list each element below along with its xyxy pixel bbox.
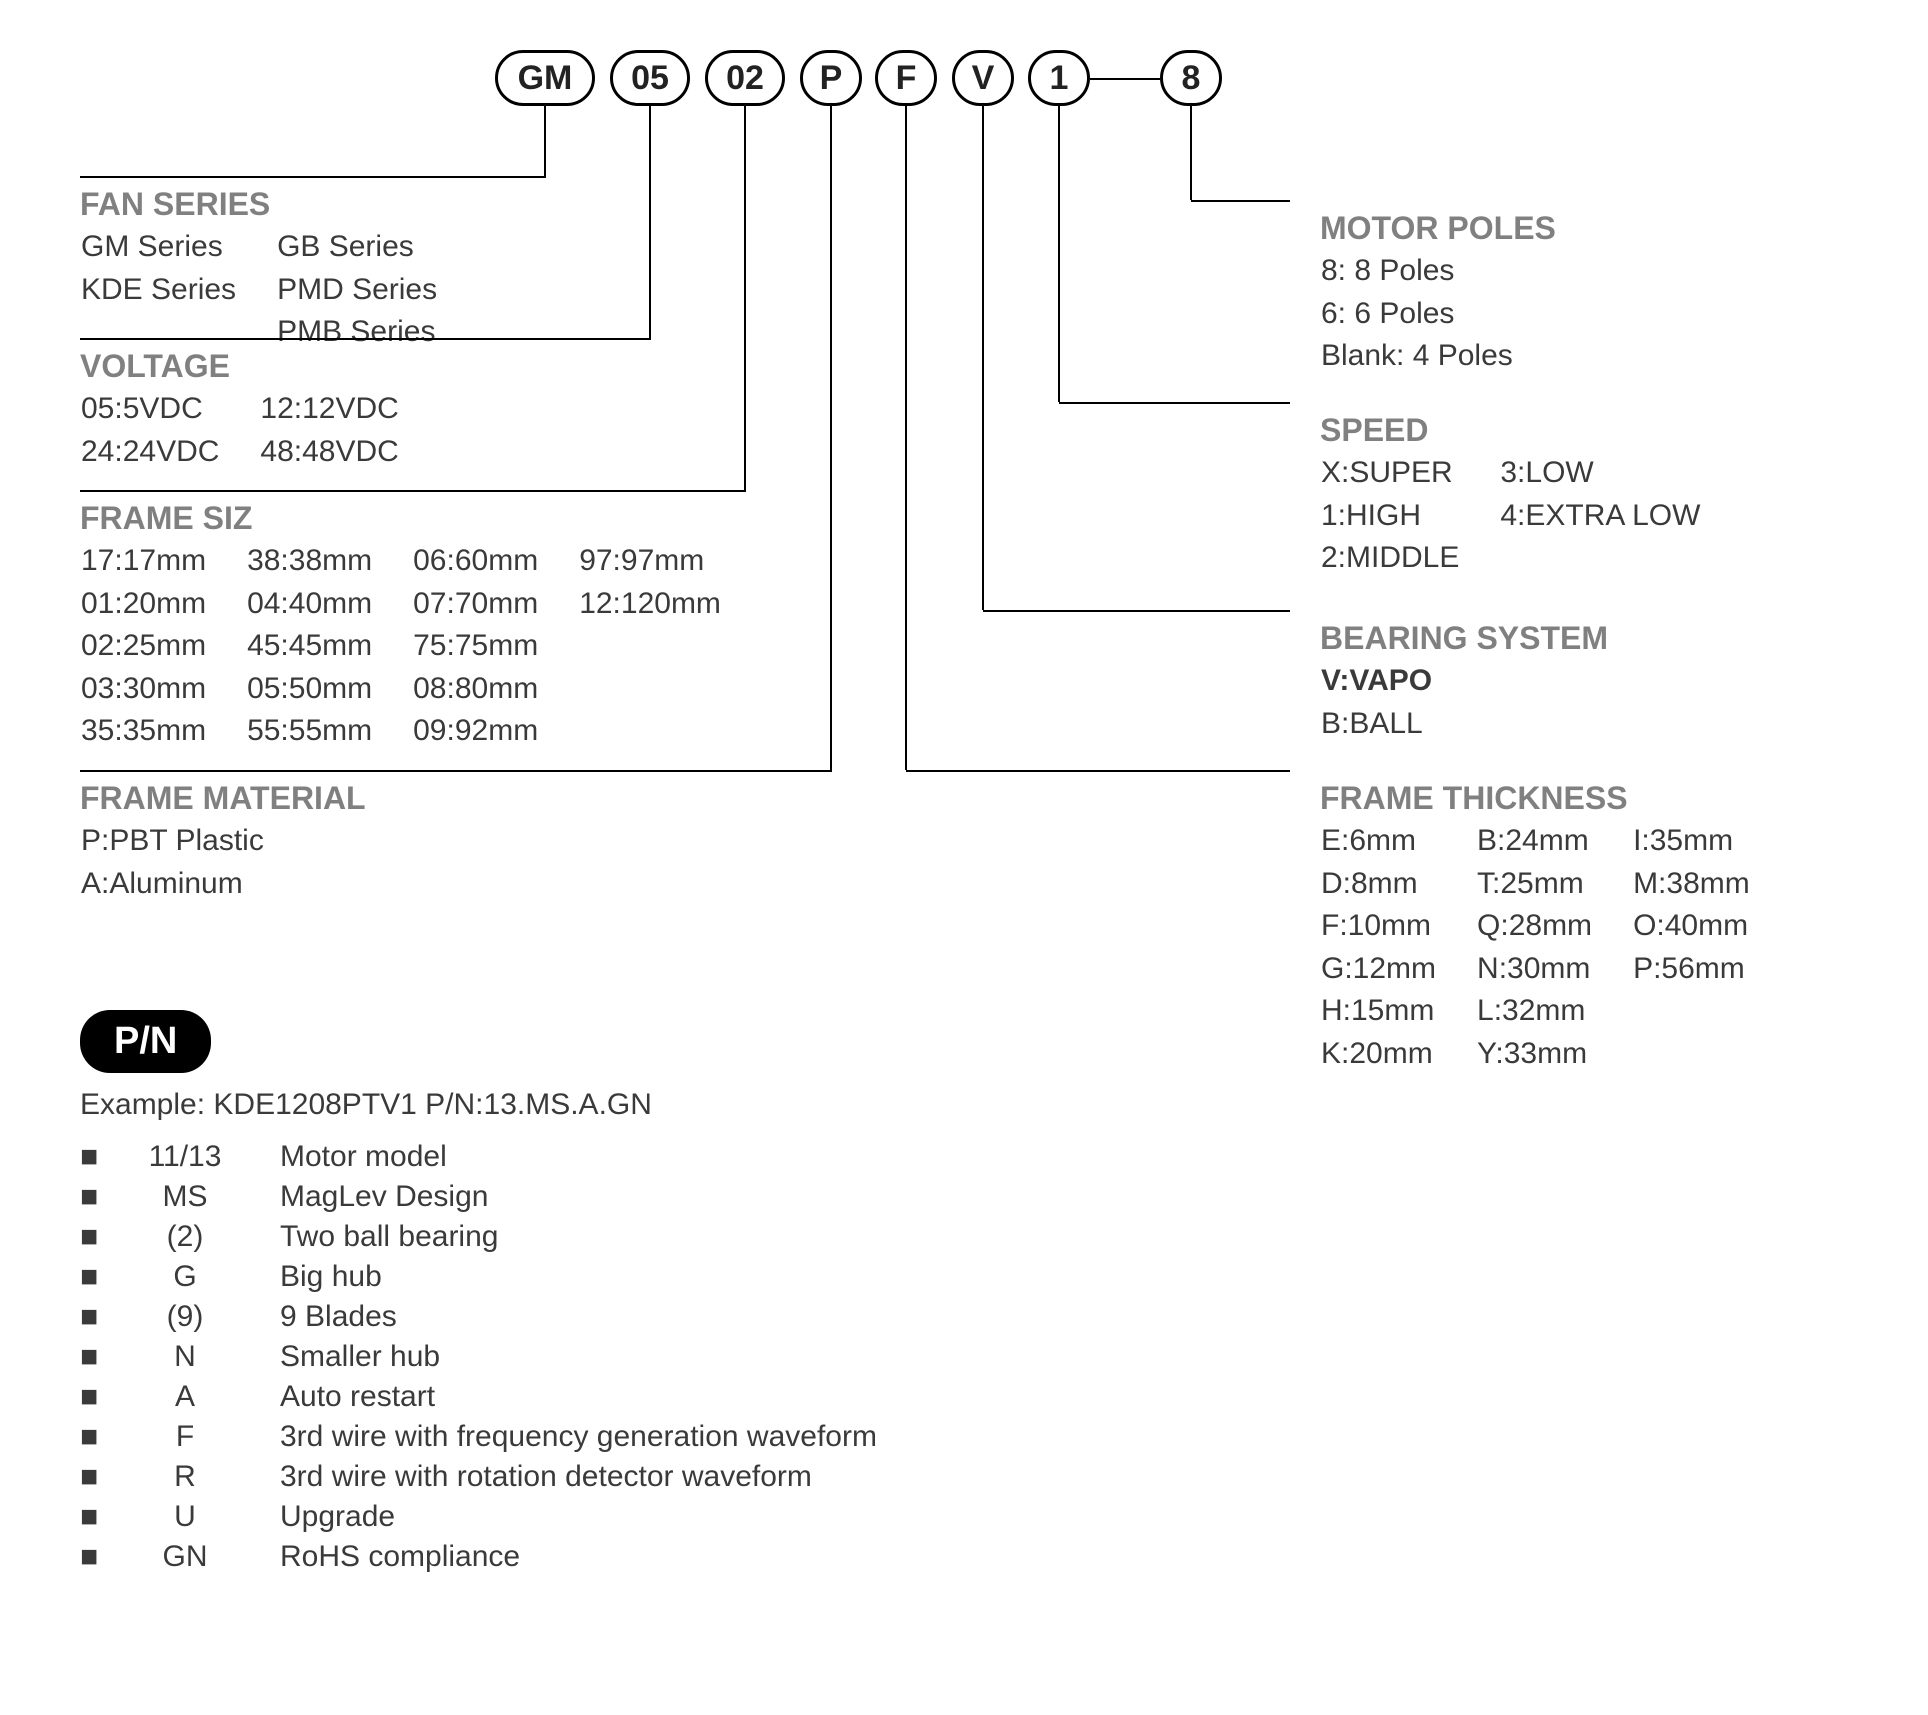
section-body-voltage: 05:5VDC12:12VDC24:24VDC48:48VDC xyxy=(80,388,439,473)
bullet-icon: ■ xyxy=(80,1540,120,1574)
pn-code: (2) xyxy=(120,1220,250,1254)
section-body-frame_size: 17:17mm38:38mm06:60mm97:97mm01:20mm04:40… xyxy=(80,540,761,753)
pn-desc: Smaller hub xyxy=(250,1340,440,1374)
section-title-motor_poles: MOTOR POLES xyxy=(1320,210,1556,247)
bullet-icon: ■ xyxy=(80,1140,120,1174)
vline-frame_material xyxy=(830,106,832,770)
pn-row: ■AAuto restart xyxy=(80,1380,877,1414)
pn-row: ■(2)Two ball bearing xyxy=(80,1220,877,1254)
bullet-icon: ■ xyxy=(80,1180,120,1214)
bullet-icon: ■ xyxy=(80,1380,120,1414)
bullet-icon: ■ xyxy=(80,1460,120,1494)
pn-code: G xyxy=(120,1260,250,1294)
pn-row: ■R3rd wire with rotation detector wavefo… xyxy=(80,1460,877,1494)
pn-row: ■(9)9 Blades xyxy=(80,1300,877,1334)
hline-fan_series xyxy=(80,176,546,178)
pn-desc: RoHS compliance xyxy=(250,1540,520,1574)
pn-row: ■MSMagLev Design xyxy=(80,1180,877,1214)
hline-voltage xyxy=(80,338,651,340)
vline-speed xyxy=(1058,106,1060,402)
section-body-frame_thickness: E:6mmB:24mmI:35mmD:8mmT:25mmM:38mmF:10mm… xyxy=(1320,820,1790,1075)
hline-frame_size xyxy=(80,490,746,492)
pn-desc: 3rd wire with frequency generation wavef… xyxy=(250,1420,877,1454)
pn-desc: Upgrade xyxy=(250,1500,395,1534)
pn-code: A xyxy=(120,1380,250,1414)
code-pill-v: V xyxy=(952,50,1014,106)
code-pill-05: 05 xyxy=(610,50,690,106)
pn-desc: Auto restart xyxy=(250,1380,435,1414)
section-body-motor_poles: 8: 8 Poles6: 6 PolesBlank: 4 Poles xyxy=(1320,250,1553,378)
pill-connector-line xyxy=(1090,78,1160,80)
section-body-frame_material: P:PBT PlasticA:Aluminum xyxy=(80,820,304,905)
pn-code: R xyxy=(120,1460,250,1494)
section-title-speed: SPEED xyxy=(1320,412,1428,449)
section-title-voltage: VOLTAGE xyxy=(80,348,230,385)
section-title-fan_series: FAN SERIES xyxy=(80,186,270,223)
pn-row: ■UUpgrade xyxy=(80,1500,877,1534)
vline-frame_size xyxy=(744,106,746,490)
pn-desc: 3rd wire with rotation detector waveform xyxy=(250,1460,812,1494)
section-title-frame_thickness: FRAME THICKNESS xyxy=(1320,780,1628,817)
vline-frame_thickness xyxy=(905,106,907,770)
pn-code: 11/13 xyxy=(120,1140,250,1174)
hline-motor_poles xyxy=(1191,200,1290,202)
pn-code: N xyxy=(120,1340,250,1374)
code-pill-gm: GM xyxy=(495,50,595,106)
pn-row: ■F3rd wire with frequency generation wav… xyxy=(80,1420,877,1454)
bullet-icon: ■ xyxy=(80,1220,120,1254)
hline-speed xyxy=(1059,402,1290,404)
section-body-speed: X:SUPER3:LOW1:HIGH4:EXTRA LOW2:MIDDLE xyxy=(1320,452,1740,580)
pn-example: Example: KDE1208PTV1 P/N:13.MS.A.GN xyxy=(80,1088,652,1122)
pn-desc: Motor model xyxy=(250,1140,447,1174)
vline-motor_poles xyxy=(1190,106,1192,200)
pn-list: ■11/13Motor model■MSMagLev Design■(2)Two… xyxy=(80,1140,877,1580)
pn-desc: 9 Blades xyxy=(250,1300,397,1334)
pn-row: ■NSmaller hub xyxy=(80,1340,877,1374)
pn-code: U xyxy=(120,1500,250,1534)
bullet-icon: ■ xyxy=(80,1340,120,1374)
section-title-bearing: BEARING SYSTEM xyxy=(1320,620,1608,657)
pn-code: F xyxy=(120,1420,250,1454)
code-pill-p: P xyxy=(800,50,862,106)
bullet-icon: ■ xyxy=(80,1300,120,1334)
pn-desc: Two ball bearing xyxy=(250,1220,498,1254)
vline-bearing xyxy=(982,106,984,610)
pn-row: ■GNRoHS compliance xyxy=(80,1540,877,1574)
code-pill-8: 8 xyxy=(1160,50,1222,106)
code-pill-1: 1 xyxy=(1028,50,1090,106)
hline-frame_material xyxy=(80,770,832,772)
pn-desc: Big hub xyxy=(250,1260,382,1294)
bullet-icon: ■ xyxy=(80,1260,120,1294)
vline-voltage xyxy=(649,106,651,338)
bullet-icon: ■ xyxy=(80,1420,120,1454)
pn-code: (9) xyxy=(120,1300,250,1334)
pn-code: GN xyxy=(120,1540,250,1574)
pn-row: ■11/13Motor model xyxy=(80,1140,877,1174)
code-pill-f: F xyxy=(875,50,937,106)
section-body-bearing: V:VAPOB:BALL xyxy=(1320,660,1472,745)
vline-fan_series xyxy=(544,106,546,176)
section-body-fan_series: GM SeriesGB SeriesKDE SeriesPMD SeriesPM… xyxy=(80,226,477,354)
code-pill-02: 02 xyxy=(705,50,785,106)
hline-frame_thickness xyxy=(906,770,1290,772)
pn-code: MS xyxy=(120,1180,250,1214)
bullet-icon: ■ xyxy=(80,1500,120,1534)
pn-desc: MagLev Design xyxy=(250,1180,488,1214)
section-title-frame_size: FRAME SIZ xyxy=(80,500,252,537)
pn-badge: P/N xyxy=(80,1010,211,1073)
section-title-frame_material: FRAME MATERIAL xyxy=(80,780,366,817)
pn-row: ■GBig hub xyxy=(80,1260,877,1294)
hline-bearing xyxy=(983,610,1290,612)
